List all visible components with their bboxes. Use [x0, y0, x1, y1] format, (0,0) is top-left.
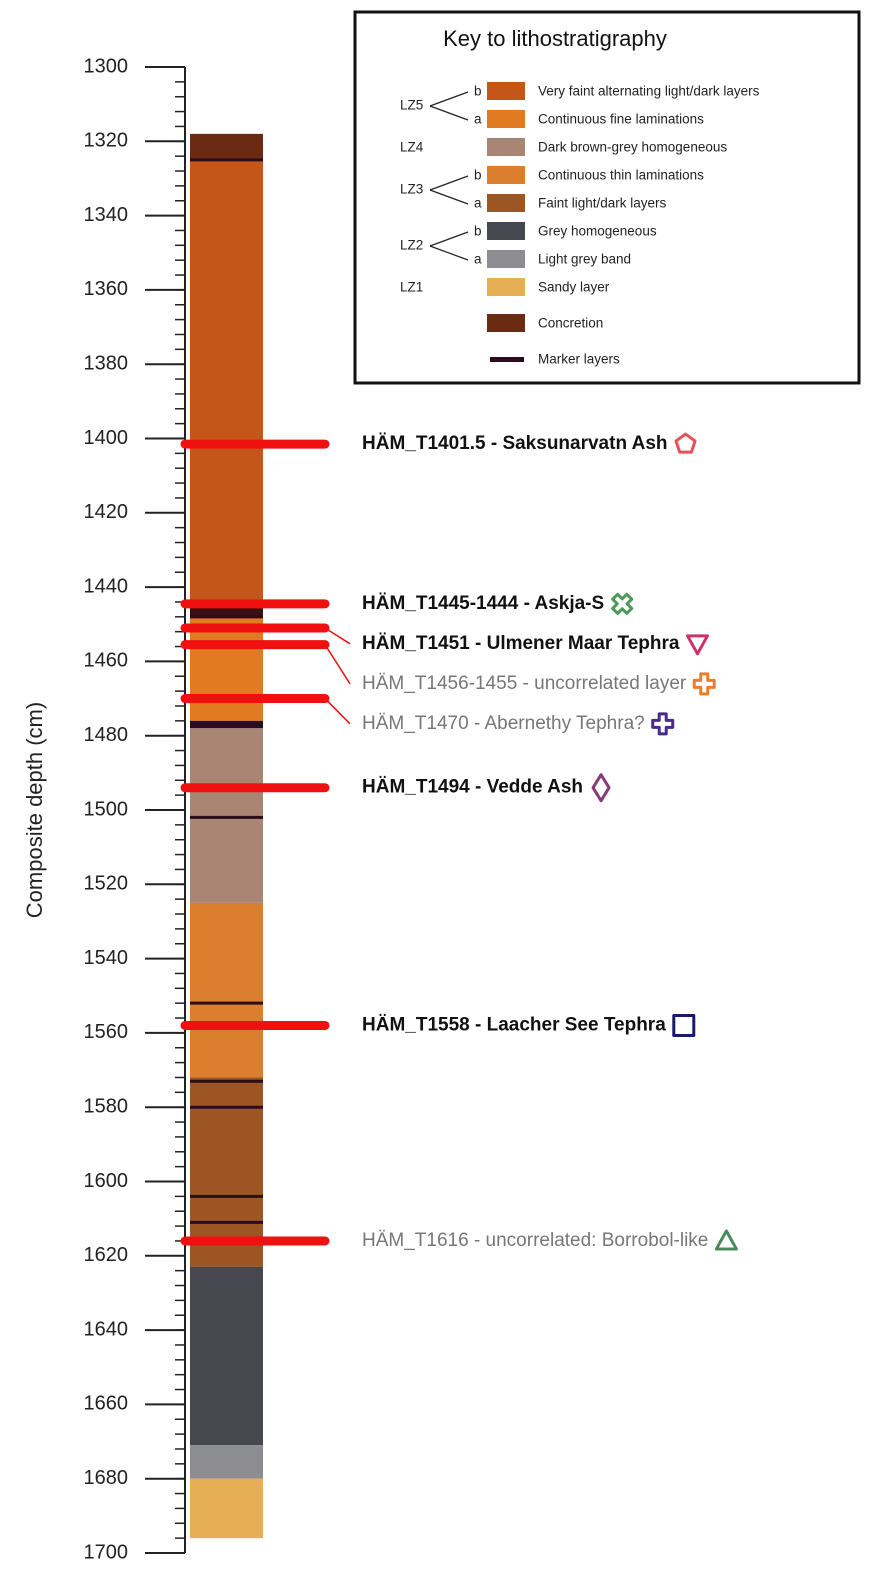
tephra-symbol	[676, 434, 695, 452]
y-tick-label: 1680	[84, 1467, 129, 1489]
y-tick-label: 1660	[84, 1393, 129, 1415]
key-swatch	[487, 250, 525, 268]
zone-label: LZ4	[400, 140, 424, 155]
tephra-label: HÄM_T1616 - uncorrelated: Borrobol-like	[362, 1230, 708, 1251]
sub-label: b	[474, 168, 482, 183]
zone-label: LZ1	[400, 280, 423, 295]
page: {"chart_data": { "type": "stratigraphic-…	[0, 0, 869, 1571]
key-title: Key to lithostratigraphy	[443, 26, 667, 51]
key-swatch	[487, 166, 525, 184]
y-tick-label: 1500	[84, 798, 129, 820]
y-tick-label: 1340	[84, 204, 129, 226]
key-swatch	[487, 314, 525, 332]
zone-label: LZ5	[400, 98, 423, 113]
tephra-label: HÄM_T1401.5 - Saksunarvatn Ash	[362, 433, 668, 454]
tephra-label: HÄM_T1558 - Laacher See Tephra	[362, 1014, 666, 1035]
tephra-symbol	[716, 1231, 736, 1249]
key-swatch	[487, 82, 525, 100]
key-label: Very faint alternating light/dark layers	[538, 84, 760, 99]
key-label: Grey homogeneous	[538, 224, 657, 239]
leader-line	[325, 628, 350, 644]
y-tick-label: 1520	[84, 873, 129, 895]
key-label: Dark brown-grey homogeneous	[538, 140, 727, 155]
key-swatch	[487, 138, 525, 156]
tephra-symbol	[674, 1015, 694, 1035]
y-tick-label: 1420	[84, 501, 129, 523]
layer	[190, 728, 263, 903]
y-tick-label: 1480	[84, 724, 129, 746]
sub-label: a	[474, 196, 482, 211]
y-tick-label: 1440	[84, 575, 129, 597]
y-tick-label: 1640	[84, 1318, 129, 1340]
key-swatch	[490, 357, 524, 362]
key-label: Concretion	[538, 316, 603, 331]
tephra-label: HÄM_T1445-1444 - Askja-S	[362, 593, 604, 614]
y-tick-label: 1300	[84, 55, 129, 77]
layer	[190, 1267, 263, 1445]
tephra-symbol	[694, 674, 714, 694]
tephra-label: HÄM_T1470 - Abernethy Tephra?	[362, 713, 645, 734]
zone-label: LZ3	[400, 182, 423, 197]
layer	[190, 1479, 263, 1538]
tephra-symbol	[608, 590, 636, 618]
key-label: Faint light/dark layers	[538, 196, 667, 211]
key-label: Continuous thin laminations	[538, 168, 704, 183]
key-swatch	[487, 194, 525, 212]
key-label: Continuous fine laminations	[538, 112, 704, 127]
y-tick-label: 1540	[84, 947, 129, 969]
figure: Composite depth (cm) Key to lithostratig…	[0, 0, 869, 1571]
y-tick-label: 1580	[84, 1095, 129, 1117]
tephra-label: HÄM_T1494 - Vedde Ash	[362, 777, 583, 798]
tephra-label: HÄM_T1451 - Ulmener Maar Tephra	[362, 633, 680, 654]
leader-line	[325, 699, 350, 724]
tephra-label: HÄM_T1456-1455 - uncorrelated layer	[362, 673, 687, 694]
sub-label: b	[474, 84, 482, 99]
y-tick-label: 1700	[84, 1541, 129, 1563]
y-tick-label: 1620	[84, 1244, 129, 1266]
sub-label: b	[474, 224, 482, 239]
zone-label: LZ2	[400, 238, 423, 253]
key-swatch	[487, 110, 525, 128]
sub-label: a	[474, 112, 482, 127]
key-swatch	[487, 278, 525, 296]
layer	[190, 160, 263, 602]
y-tick-label: 1380	[84, 352, 129, 374]
y-axis-title: Composite depth (cm)	[22, 702, 47, 918]
layer	[190, 903, 263, 1078]
tephra-symbol	[653, 714, 673, 734]
key-label: Marker layers	[538, 352, 620, 367]
y-tick-label: 1560	[84, 1021, 129, 1043]
y-tick-label: 1460	[84, 650, 129, 672]
key-swatch	[487, 222, 525, 240]
y-tick-label: 1400	[84, 427, 129, 449]
key-label: Sandy layer	[538, 280, 610, 295]
key-label: Light grey band	[538, 252, 631, 267]
y-tick-label: 1600	[84, 1170, 129, 1192]
tephra-symbol	[687, 636, 707, 654]
tephra-symbol	[593, 775, 609, 801]
y-tick-label: 1320	[84, 130, 129, 152]
layer	[190, 1445, 263, 1478]
sub-label: a	[474, 252, 482, 267]
layer	[190, 134, 263, 160]
leader-line	[325, 645, 350, 684]
y-tick-label: 1360	[84, 278, 129, 300]
